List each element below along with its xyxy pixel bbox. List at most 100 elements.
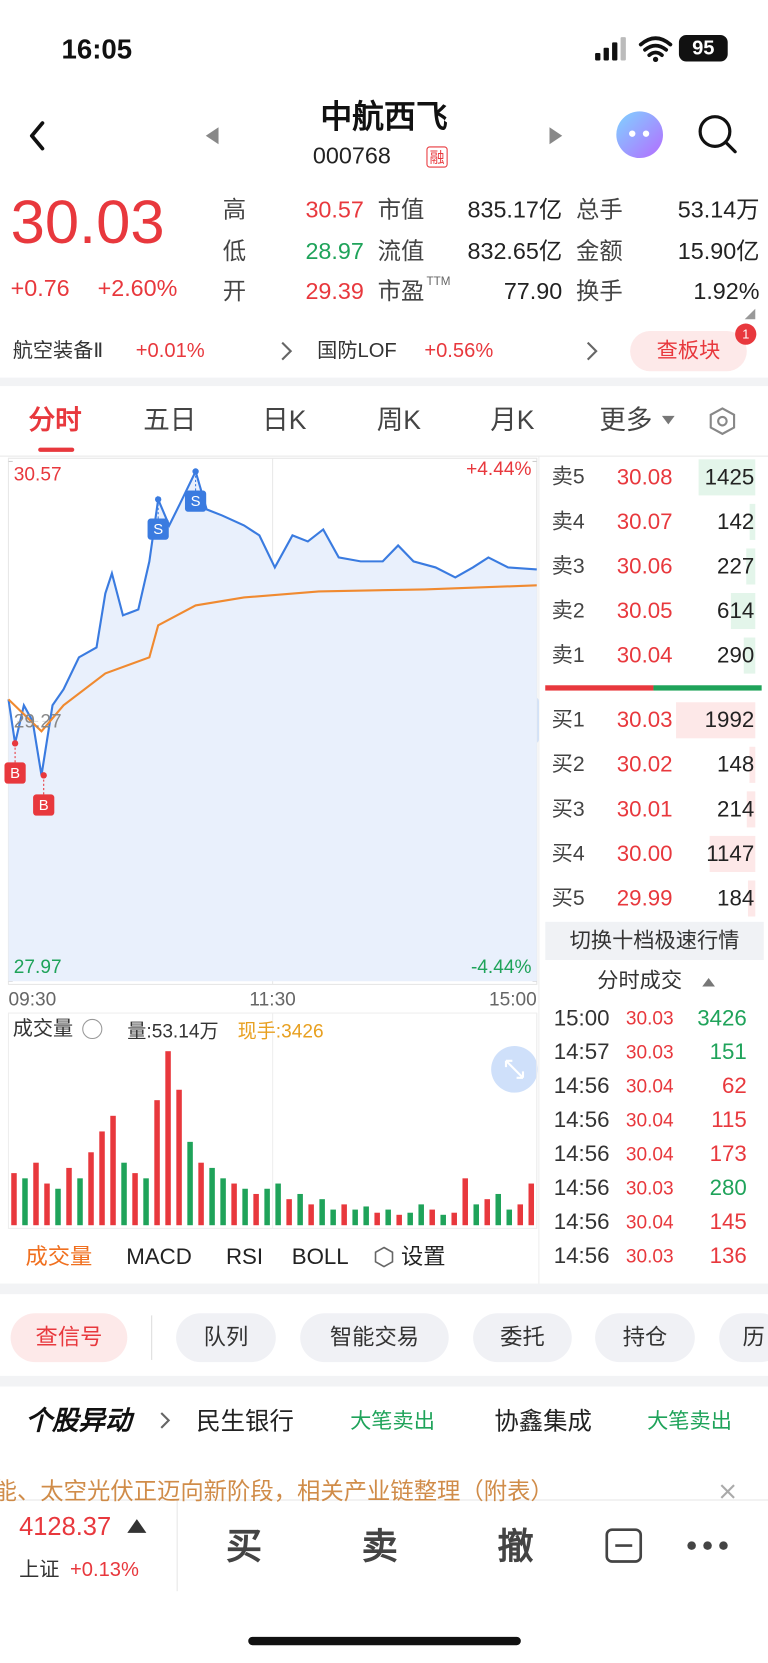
stock-code: 000768 [312, 142, 391, 169]
volume-bar [418, 1204, 424, 1226]
action-button[interactable]: 查信号 [35, 1325, 103, 1350]
chart-tab[interactable]: 月K [490, 405, 535, 436]
back-button[interactable] [29, 121, 45, 151]
ask-price: 30.04 [616, 643, 673, 668]
ask-price: 30.07 [616, 509, 673, 535]
volume-bar [33, 1162, 39, 1226]
news-ticker[interactable]: 能、太空光伏正迈向新阶段，相关产业链整理（附表） [0, 1477, 554, 1505]
sector-name[interactable]: 国防LOF [317, 339, 397, 363]
expand-triangle[interactable] [744, 308, 756, 320]
action-button[interactable]: 队列 [203, 1325, 249, 1350]
assistant-button[interactable] [616, 111, 663, 159]
price-area [8, 471, 537, 982]
volume-bar [187, 1141, 193, 1226]
volume-bar [66, 1167, 72, 1226]
ask-price: 30.06 [616, 554, 673, 579]
trade-button[interactable]: 撤 [497, 1526, 534, 1567]
settings-icon[interactable] [374, 1246, 394, 1268]
volume-bar [440, 1214, 446, 1226]
volume-bar [11, 1173, 17, 1226]
separator [0, 1283, 768, 1295]
alert-event: 大笔卖出 [647, 1409, 732, 1434]
stat-value: 15.90亿 [677, 237, 760, 265]
volume-bar [308, 1204, 314, 1226]
bid-volume: 184 [717, 886, 755, 911]
close-news[interactable] [720, 1484, 735, 1499]
switch-button[interactable] [545, 921, 764, 961]
chart-tab[interactable]: 分时 [28, 405, 82, 436]
separator [0, 1375, 768, 1387]
action-pill[interactable] [10, 1313, 128, 1363]
assistant-eye [629, 130, 636, 137]
depth-bar [743, 637, 756, 674]
action-button[interactable]: 历 [742, 1325, 765, 1350]
trade-marker [184, 490, 207, 512]
prev-stock[interactable] [205, 127, 219, 145]
battery-icon [678, 35, 728, 62]
action-pill[interactable] [300, 1313, 449, 1363]
settings-icon[interactable] [709, 407, 736, 436]
chart-tab[interactable]: 周K [376, 405, 421, 436]
volume-bar [341, 1204, 347, 1226]
depth-bar [730, 592, 756, 630]
x-tick-label: 09:30 [8, 988, 57, 1010]
bid-price: 30.03 [616, 708, 673, 733]
trade-volume: 62 [722, 1074, 747, 1099]
indicator-tab[interactable]: 成交量 [25, 1244, 93, 1270]
chart-tab[interactable]: 日K [262, 405, 307, 436]
sector-button[interactable]: 查板块 [656, 339, 721, 363]
trade-marker-label: B [39, 798, 49, 814]
book-divider [653, 685, 762, 691]
indicator-settings[interactable]: 设置 [400, 1244, 446, 1270]
stat-value: 29.39 [305, 277, 364, 305]
search-button[interactable] [698, 115, 732, 148]
chart-tab[interactable]: 五日 [143, 405, 197, 436]
bid-label: 买3 [551, 797, 585, 822]
trade-button[interactable]: 买 [225, 1526, 263, 1567]
minimize-button[interactable] [605, 1528, 643, 1563]
action-button[interactable]: 持仓 [622, 1325, 668, 1350]
trade-marker [147, 518, 169, 540]
action-button[interactable]: 委托 [500, 1325, 545, 1350]
y2-tick-label: -4.44% [470, 955, 532, 977]
switch-label[interactable]: 切换十档极速行情 [569, 929, 740, 953]
more-arrow [661, 415, 675, 425]
trade-button[interactable]: 卖 [361, 1526, 398, 1567]
action-pill[interactable] [176, 1313, 276, 1363]
next-stock[interactable] [549, 127, 563, 145]
sector-name[interactable]: 航空装备Ⅱ [12, 339, 104, 363]
more-button[interactable] [687, 1541, 696, 1550]
indicator-tab[interactable]: RSI [225, 1244, 264, 1270]
volume-bar [165, 1051, 171, 1226]
signal-icon [595, 53, 601, 61]
index-value: 4128.37 [19, 1512, 112, 1542]
action-pill[interactable] [595, 1313, 695, 1363]
trade-price: 30.03 [625, 1007, 674, 1029]
help-icon[interactable] [82, 1018, 103, 1040]
volume-bar [473, 1204, 479, 1226]
stat-label: 高 [222, 196, 247, 223]
action-button[interactable]: 智能交易 [329, 1325, 420, 1350]
bid-volume: 148 [717, 752, 755, 778]
ask-volume: 1425 [704, 465, 755, 490]
volume-bar [110, 1115, 116, 1226]
action-pill[interactable] [473, 1313, 572, 1363]
volume-bar [506, 1209, 513, 1226]
sector-button[interactable] [630, 330, 747, 372]
alert-stock[interactable]: 协鑫集成 [494, 1407, 592, 1435]
alert-stock[interactable]: 民生银行 [196, 1407, 294, 1435]
volume-bar [77, 1178, 83, 1226]
indicator-tab[interactable]: MACD [126, 1244, 192, 1270]
trade-time: 14:56 [553, 1108, 610, 1133]
indicator-tab[interactable]: BOLL [291, 1244, 349, 1270]
volume-bar [517, 1204, 524, 1226]
action-pill[interactable] [719, 1313, 768, 1363]
margin-badge: 融 [426, 146, 448, 168]
volume-bar [132, 1173, 138, 1226]
chart-tab[interactable]: 更多 [599, 405, 653, 436]
volume-bar [352, 1209, 358, 1226]
volume-bar [44, 1183, 50, 1226]
ask-label: 卖3 [551, 554, 585, 579]
volume-bar [286, 1199, 292, 1226]
up-arrow [127, 1519, 147, 1533]
